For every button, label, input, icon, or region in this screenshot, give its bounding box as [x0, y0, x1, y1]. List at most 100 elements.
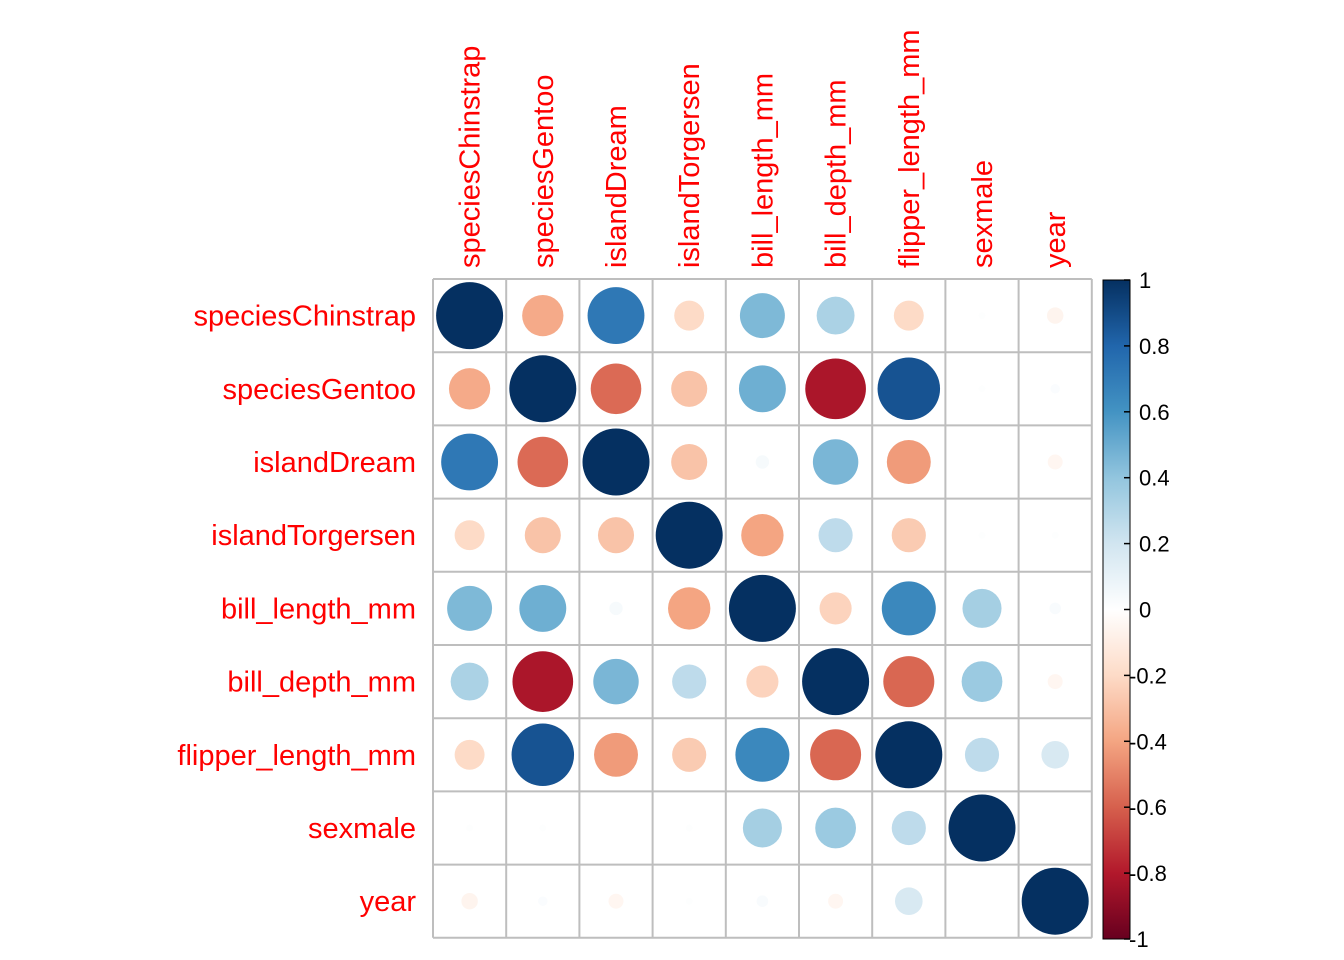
col-label-bill_depth_mm: bill_depth_mm — [821, 79, 853, 268]
col-label-bill_length_mm: bill_length_mm — [747, 73, 779, 268]
corr-circle-flipper_length_mm-year — [1041, 740, 1070, 769]
colorbar-tick-label: -0.6 — [1129, 795, 1167, 820]
col-label-flipper_length_mm: flipper_length_mm — [894, 29, 926, 268]
corr-circle-speciesGentoo-sexmale — [978, 385, 986, 393]
corr-circle-islandTorgersen-year — [1051, 531, 1059, 539]
corr-circle-speciesGentoo-year — [1050, 384, 1060, 394]
row-label-flipper_length_mm: flipper_length_mm — [177, 740, 416, 772]
corr-circle-speciesGentoo-flipper_length_mm — [877, 357, 941, 421]
col-label-islandDream: islandDream — [601, 105, 633, 268]
corr-circle-islandDream-flipper_length_mm — [886, 440, 931, 484]
corr-circle-speciesChinstrap-speciesChinstrap — [436, 282, 504, 350]
colorbar-tick-label: -0.8 — [1129, 861, 1167, 886]
corr-circle-speciesChinstrap-islandDream — [587, 287, 645, 345]
corr-circle-flipper_length_mm-bill_depth_mm — [810, 729, 862, 781]
corr-circle-islandDream-bill_length_mm — [755, 455, 770, 469]
corr-circle-islandDream-speciesChinstrap — [441, 433, 499, 491]
row-label-bill_depth_mm: bill_depth_mm — [227, 667, 416, 699]
corr-circle-bill_depth_mm-year — [1047, 674, 1063, 690]
corr-circle-speciesChinstrap-islandTorgersen — [674, 300, 705, 331]
colorbar-tick-label: -1 — [1129, 927, 1149, 952]
corr-circle-flipper_length_mm-speciesGentoo — [511, 723, 575, 787]
corr-circle-bill_length_mm-islandDream — [609, 601, 623, 616]
row-label-speciesChinstrap: speciesChinstrap — [194, 301, 416, 333]
corr-circle-sexmale-sexmale — [948, 794, 1016, 862]
corr-circle-islandTorgersen-islandDream — [597, 517, 635, 554]
corr-circle-bill_length_mm-speciesChinstrap — [447, 585, 493, 631]
matrix-grid — [432, 278, 1093, 939]
corr-circle-speciesChinstrap-sexmale — [978, 312, 986, 319]
corr-circle-islandDream-speciesGentoo — [517, 436, 569, 488]
row-label-bill_length_mm: bill_length_mm — [221, 593, 416, 625]
corr-circle-year-islandTorgersen — [685, 897, 693, 905]
correlation-circles — [436, 282, 1089, 935]
corr-circle-speciesChinstrap-bill_depth_mm — [816, 296, 855, 335]
corr-circle-bill_length_mm-speciesGentoo — [519, 584, 567, 632]
corr-circle-sexmale-bill_depth_mm — [815, 807, 856, 849]
colorbar-tick-label: 0.2 — [1139, 532, 1170, 557]
corr-circle-bill_length_mm-flipper_length_mm — [881, 581, 936, 636]
corr-circle-islandTorgersen-flipper_length_mm — [891, 518, 926, 553]
row-labels: speciesChinstrap speciesGentoo islandDream… — [177, 301, 416, 919]
col-label-year: year — [1040, 211, 1072, 268]
corr-circle-speciesChinstrap-year — [1046, 307, 1064, 324]
colorbar-tick-label: -0.4 — [1129, 729, 1167, 754]
corr-circle-speciesGentoo-bill_depth_mm — [805, 358, 866, 420]
colorbar-tick-label: 0 — [1139, 598, 1151, 623]
corr-circle-sexmale-speciesGentoo — [539, 824, 547, 832]
colorbar-legend: 1 0.8 0.6 0.4 0.2 0 -0.2 -0.4 -0.6 -0.8 -1 — [1102, 268, 1170, 952]
corr-circle-sexmale-bill_length_mm — [742, 808, 782, 848]
corr-circle-bill_length_mm-year — [1049, 602, 1061, 615]
corr-circle-year-bill_depth_mm — [828, 893, 844, 909]
corr-circle-bill_depth_mm-islandTorgersen — [672, 664, 707, 699]
corr-circle-flipper_length_mm-bill_length_mm — [735, 727, 790, 782]
corr-circle-sexmale-flipper_length_mm — [891, 810, 926, 846]
corr-circle-bill_depth_mm-bill_depth_mm — [802, 648, 870, 716]
colorbar-tick-label: 1 — [1139, 268, 1151, 293]
corr-circle-islandDream-islandDream — [582, 428, 650, 496]
corr-circle-year-year — [1021, 867, 1089, 935]
corr-circle-speciesChinstrap-flipper_length_mm — [893, 300, 924, 331]
col-label-islandTorgersen: islandTorgersen — [674, 63, 706, 268]
corr-circle-islandTorgersen-speciesChinstrap — [454, 520, 485, 551]
corr-circle-islandDream-bill_depth_mm — [812, 439, 859, 485]
row-label-islandTorgersen: islandTorgersen — [211, 520, 416, 552]
corr-circle-speciesGentoo-islandTorgersen — [671, 370, 708, 407]
corr-circle-islandDream-islandTorgersen — [671, 443, 708, 481]
corr-circle-bill_depth_mm-speciesGentoo — [512, 651, 574, 712]
colorbar-tick-label: 0.8 — [1139, 334, 1170, 359]
corr-circle-bill_length_mm-islandTorgersen — [668, 587, 711, 630]
corr-circle-islandTorgersen-sexmale — [978, 531, 986, 539]
corr-circle-bill_length_mm-bill_length_mm — [728, 574, 796, 642]
corr-circle-year-islandDream — [608, 893, 624, 909]
corr-circle-islandDream-year — [1047, 454, 1063, 470]
corr-circle-bill_depth_mm-islandDream — [593, 658, 639, 705]
row-label-speciesGentoo: speciesGentoo — [223, 374, 416, 406]
corr-circle-islandTorgersen-islandTorgersen — [655, 501, 723, 569]
corr-circle-year-bill_length_mm — [756, 895, 769, 907]
corr-circle-year-flipper_length_mm — [894, 887, 923, 916]
corr-circle-bill_depth_mm-sexmale — [961, 661, 1003, 702]
colorbar-tick-label: 0.4 — [1139, 466, 1170, 491]
corr-circle-speciesGentoo-speciesChinstrap — [448, 368, 491, 410]
row-label-sexmale: sexmale — [308, 813, 416, 845]
corr-circle-year-speciesGentoo — [538, 896, 548, 906]
corr-circle-islandTorgersen-speciesGentoo — [524, 517, 561, 554]
row-label-year: year — [360, 886, 417, 918]
corr-circle-speciesChinstrap-speciesGentoo — [522, 294, 564, 337]
row-label-islandDream: islandDream — [253, 447, 416, 479]
corr-circle-bill_length_mm-bill_depth_mm — [819, 592, 852, 625]
col-label-speciesChinstrap: speciesChinstrap — [455, 46, 487, 268]
corr-circle-bill_depth_mm-speciesChinstrap — [450, 662, 489, 701]
colorbar-tick-label: -0.2 — [1129, 663, 1167, 688]
corr-circle-flipper_length_mm-speciesChinstrap — [454, 739, 485, 770]
corr-circle-bill_depth_mm-flipper_length_mm — [883, 656, 935, 708]
corr-circle-bill_depth_mm-bill_length_mm — [746, 665, 779, 698]
colorbar-tick-label: 0.6 — [1139, 400, 1170, 425]
corr-circle-speciesGentoo-bill_length_mm — [738, 365, 786, 413]
col-label-speciesGentoo: speciesGentoo — [528, 75, 560, 268]
corr-circle-speciesGentoo-speciesGentoo — [509, 355, 577, 423]
col-label-sexmale: sexmale — [967, 160, 999, 268]
corr-circle-islandTorgersen-bill_length_mm — [741, 514, 784, 557]
